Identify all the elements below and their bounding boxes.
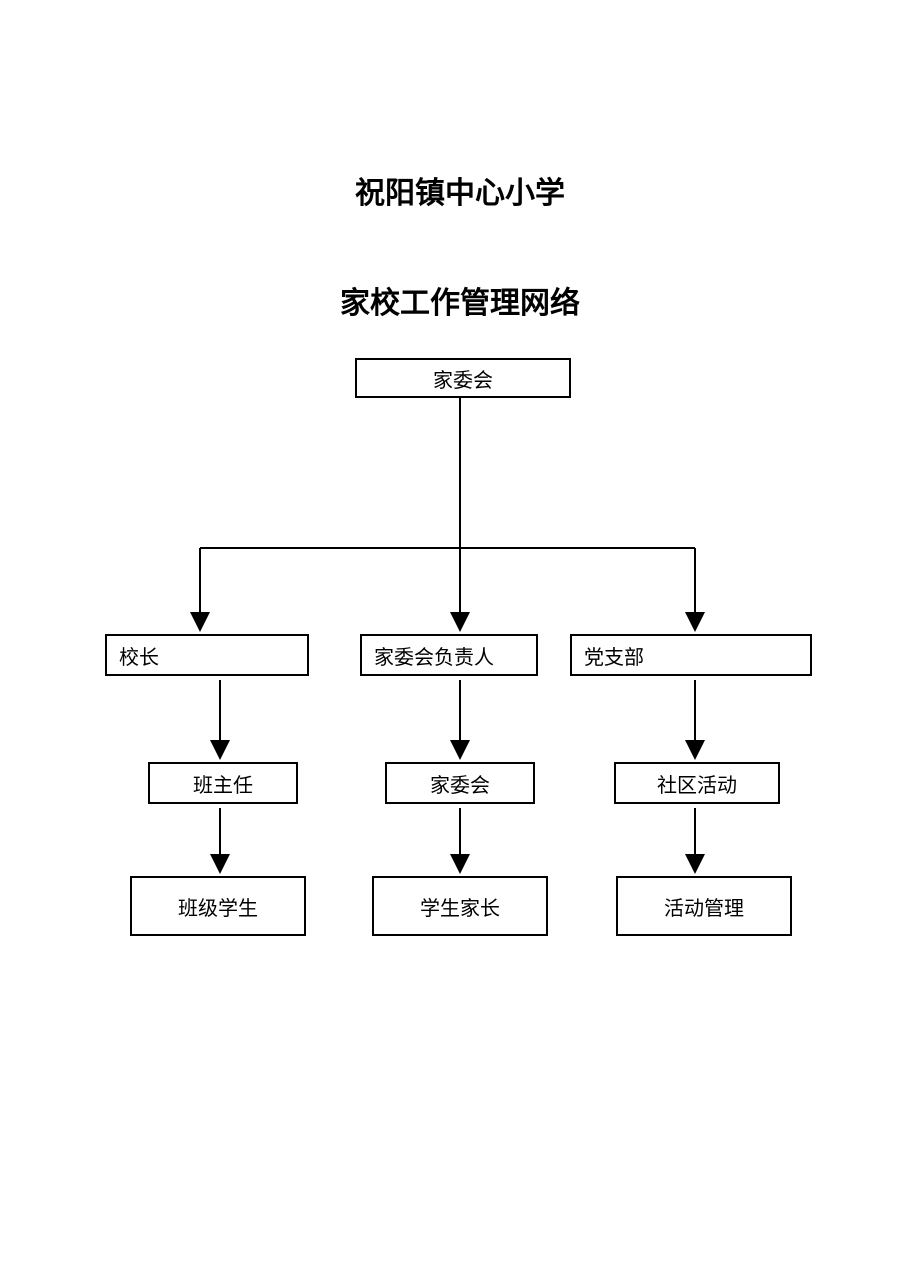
node-activity-mgmt: 活动管理 <box>616 876 792 936</box>
node-root: 家委会 <box>355 358 571 398</box>
node-parents: 学生家长 <box>372 876 548 936</box>
node-principal-label: 校长 <box>119 641 159 670</box>
node-committee-leader-label: 家委会负责人 <box>374 641 494 670</box>
node-committee-label: 家委会 <box>430 769 490 798</box>
node-parents-label: 学生家长 <box>420 892 500 921</box>
node-committee-leader: 家委会负责人 <box>360 634 538 676</box>
node-class-students-label: 班级学生 <box>178 892 258 921</box>
node-community-activity: 社区活动 <box>614 762 780 804</box>
node-activity-mgmt-label: 活动管理 <box>664 892 744 921</box>
node-class-teacher-label: 班主任 <box>193 769 253 798</box>
node-community-activity-label: 社区活动 <box>657 769 737 798</box>
node-root-label: 家委会 <box>433 364 493 393</box>
node-class-teacher: 班主任 <box>148 762 298 804</box>
node-party-branch: 党支部 <box>570 634 812 676</box>
node-principal: 校长 <box>105 634 309 676</box>
node-committee: 家委会 <box>385 762 535 804</box>
node-class-students: 班级学生 <box>130 876 306 936</box>
node-party-branch-label: 党支部 <box>584 641 644 670</box>
